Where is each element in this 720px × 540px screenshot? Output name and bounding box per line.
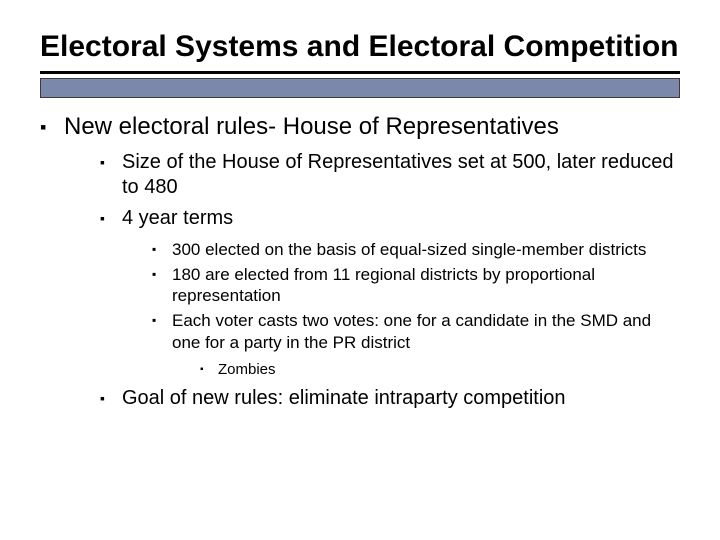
bullet-text: Each voter casts two votes: one for a ca… (172, 311, 651, 351)
list-item: Goal of new rules: eliminate intraparty … (100, 386, 680, 411)
bullet-text: 4 year terms (122, 207, 233, 229)
bullet-text: 300 elected on the basis of equal-sized … (172, 240, 646, 259)
bullet-list-l1: New electoral rules- House of Representa… (40, 112, 680, 411)
bullet-text: Size of the House of Representatives set… (122, 151, 673, 198)
bullet-text: New electoral rules- House of Representa… (64, 113, 559, 140)
bullet-text: Zombies (218, 361, 276, 378)
list-item: New electoral rules- House of Representa… (40, 112, 680, 411)
bullet-list-l4: Zombies (200, 361, 680, 380)
accent-bar (40, 78, 680, 98)
bullet-list-l3: 300 elected on the basis of equal-sized … (152, 239, 680, 380)
bullet-text: 180 are elected from 11 regional distric… (172, 265, 595, 305)
list-item: 180 are elected from 11 regional distric… (152, 264, 680, 307)
bullet-text: Goal of new rules: eliminate intraparty … (122, 387, 566, 409)
list-item: Zombies (200, 361, 680, 380)
slide-title: Electoral Systems and Electoral Competit… (40, 30, 680, 65)
slide: Electoral Systems and Electoral Competit… (0, 0, 720, 540)
list-item: 300 elected on the basis of equal-sized … (152, 239, 680, 260)
list-item: 4 year terms 300 elected on the basis of… (100, 206, 680, 380)
bullet-list-l2: Size of the House of Representatives set… (100, 150, 680, 411)
title-underline (40, 71, 680, 74)
list-item: Size of the House of Representatives set… (100, 150, 680, 200)
list-item: Each voter casts two votes: one for a ca… (152, 310, 680, 379)
